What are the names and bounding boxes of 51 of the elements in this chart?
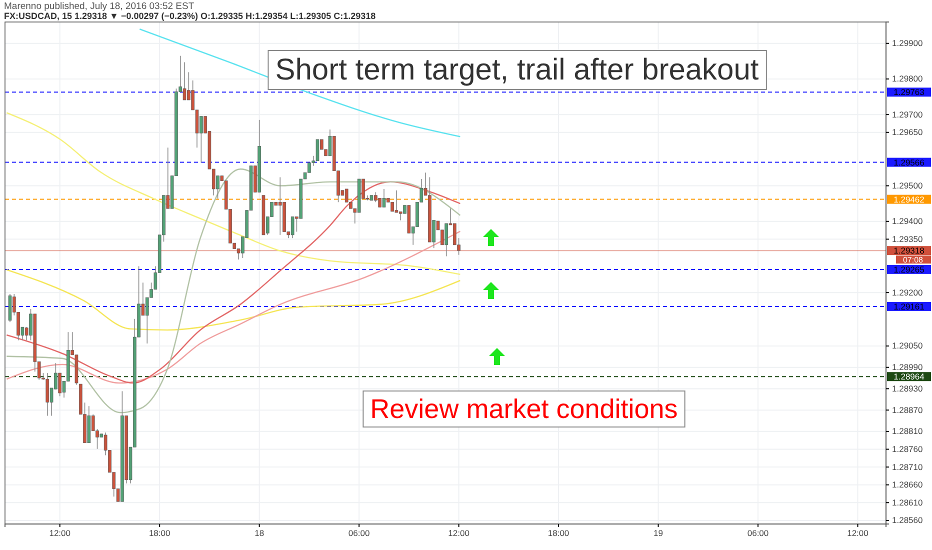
- x-tick-label: 12:00: [847, 528, 869, 538]
- y-tick-label: 1.29800: [892, 74, 923, 84]
- y-tick-label: 1.28990: [892, 362, 923, 372]
- annotation: Review market conditions: [370, 394, 678, 424]
- y-tick-label: 1.28810: [892, 426, 923, 436]
- candlestick: [182, 62, 186, 100]
- candlestick: [278, 176, 282, 236]
- y-tick-label: 1.29050: [892, 340, 923, 351]
- x-tick-label: 06:00: [348, 528, 370, 538]
- chart-subtitle: FX:USDCAD, 15 1.29318 ▼ −0.00297 (−0.23%) O:1.29335 H:1.29354 L:1.29305 C:1.29318: [4, 11, 376, 21]
- x-tick-label: 12:00: [49, 528, 71, 538]
- line-series: [6, 269, 461, 331]
- ref-line-label: 1.29318: [894, 246, 925, 256]
- candlestick: [394, 190, 398, 213]
- y-tick-label: 1.29200: [892, 287, 923, 298]
- y-tick-label: 1.28870: [892, 404, 923, 415]
- y-tick-label: 1.29350: [892, 234, 923, 244]
- candlestick: [390, 202, 394, 212]
- x-tick-label: 18:00: [548, 528, 570, 538]
- y-tick-label: 1.28760: [892, 444, 923, 454]
- text: 07:08: [902, 255, 924, 264]
- line-series: [6, 112, 461, 276]
- y-tick-label: 1.29500: [892, 180, 923, 190]
- y-tick-label: 1.28610: [892, 497, 923, 508]
- candlestick: [290, 216, 294, 239]
- candlestick: [46, 372, 50, 416]
- ref-line-label: 1.29265: [894, 264, 925, 274]
- line-series: [6, 181, 461, 384]
- chart-title: Marenno published, July 18, 2016 03:52 EST: [4, 1, 194, 12]
- ref-line-label: 1.28964: [894, 372, 925, 382]
- ref-line-label: 1.29763: [894, 87, 925, 98]
- y-tick-label: 1.29650: [892, 127, 923, 138]
- candlestick: [58, 372, 62, 397]
- annotation: Short term target, trail after breakout: [275, 54, 760, 86]
- candlestick: [382, 188, 386, 208]
- x-tick-label: 18: [254, 528, 264, 538]
- y-tick-label: 1.28660: [892, 480, 923, 490]
- x-tick-label: 18:00: [148, 528, 170, 538]
- y-tick-label: 1.28930: [892, 383, 923, 394]
- y-tick-label: 1.28560: [892, 515, 923, 526]
- ref-line-label: 1.29161: [894, 301, 925, 312]
- y-tick-label: 1.29400: [892, 216, 923, 226]
- x-tick-label: 12:00: [448, 528, 470, 538]
- y-tick-label: 1.29900: [892, 38, 923, 48]
- x-tick-label: 06:00: [747, 528, 769, 538]
- y-tick-label: 1.28710: [892, 462, 923, 472]
- ref-line-label: 1.29566: [894, 157, 925, 168]
- x-tick-label: 19: [654, 528, 664, 538]
- ref-line-label: 1.29462: [894, 194, 925, 204]
- y-tick-label: 1.29700: [892, 109, 923, 120]
- line-series: [6, 230, 461, 384]
